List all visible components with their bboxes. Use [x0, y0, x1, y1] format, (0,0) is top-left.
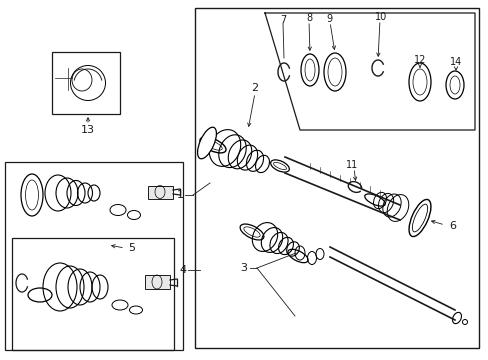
Text: 6: 6 [448, 221, 456, 231]
Bar [195, 8, 478, 348]
Text: 3: 3 [240, 263, 247, 273]
Text: 8: 8 [305, 13, 311, 23]
Text: 13: 13 [81, 125, 95, 135]
Ellipse shape [408, 199, 430, 237]
Text: 2: 2 [251, 83, 258, 93]
Text: 9: 9 [325, 14, 331, 24]
Ellipse shape [197, 127, 216, 159]
Text: 11: 11 [345, 160, 357, 170]
Text: 12: 12 [413, 55, 426, 65]
Text: 14: 14 [449, 57, 461, 67]
Bar [52, 52, 120, 114]
Ellipse shape [411, 204, 427, 232]
Text: 10: 10 [374, 12, 386, 22]
Bar [12, 238, 174, 350]
Bar [5, 162, 183, 350]
Text: 7: 7 [279, 15, 285, 25]
Bar [148, 186, 173, 199]
Bar [145, 275, 170, 289]
Text: 1: 1 [176, 190, 183, 200]
Text: 4: 4 [179, 265, 186, 275]
Text: 5: 5 [128, 243, 135, 253]
